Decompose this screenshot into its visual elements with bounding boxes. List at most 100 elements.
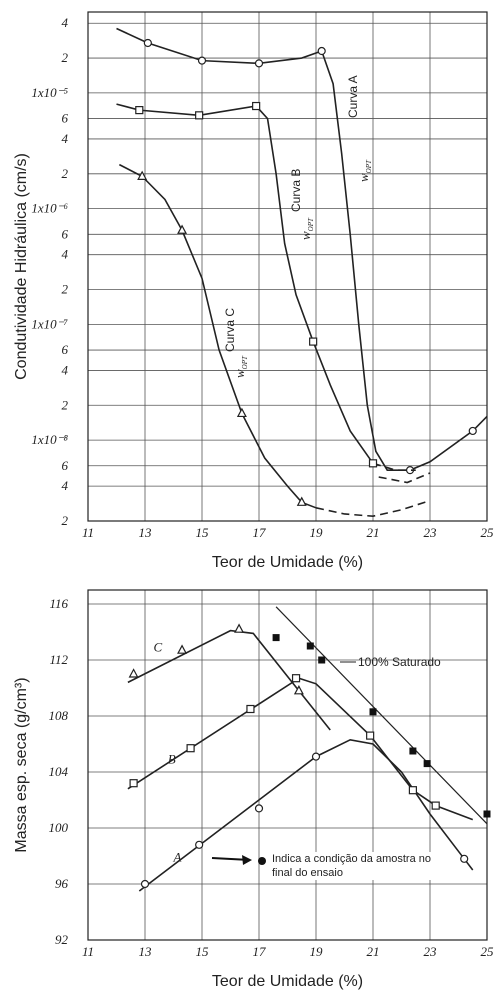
point (177, 224, 188, 234)
x-tick-label: 17 (253, 525, 267, 540)
point (135, 106, 144, 115)
curve-dashed (315, 499, 431, 518)
w-opt-subscript: OPT (365, 159, 373, 173)
curve-label: Curva C (223, 308, 237, 352)
plot-frame (87, 589, 488, 941)
point (254, 59, 264, 68)
final-point (306, 642, 314, 650)
point (366, 731, 375, 740)
y-tick-label: 6 (62, 226, 69, 241)
x-tick-label: 25 (481, 525, 495, 540)
y-tick-label: 4 (62, 247, 69, 262)
point (128, 668, 139, 678)
point (460, 854, 469, 863)
x-tick-label: 11 (82, 525, 94, 540)
point (309, 337, 318, 346)
y-tick-label: 1x10⁻⁵ (31, 85, 68, 100)
y-tick-label: 2 (62, 282, 69, 297)
point (195, 111, 204, 120)
final-point (318, 656, 326, 664)
final-point (483, 810, 491, 818)
legend-marker (258, 857, 266, 865)
legend-box: Indica a condição da amostra no final do… (272, 852, 432, 880)
x-axis-title: Teor de Umidade (%) (212, 554, 363, 571)
point (317, 46, 326, 56)
curve-label: Curva B (289, 169, 303, 212)
curve (118, 163, 317, 509)
final-point (369, 708, 377, 716)
point (186, 744, 195, 753)
x-tick-label: 15 (196, 944, 210, 959)
x-tick-label: 11 (82, 944, 94, 959)
y-tick-label: 2 (62, 166, 69, 181)
w-opt-label: wOPT (232, 355, 249, 378)
y-tick-label: 4 (62, 131, 69, 146)
w-opt-subscript: OPT (307, 217, 315, 231)
y-axis-title: Condutividade Hidráulica (cm/s) (13, 153, 30, 380)
y-tick-label: 2 (62, 50, 69, 65)
point (368, 459, 378, 468)
curve-label: C (154, 640, 163, 655)
w-opt-symbol: w (356, 173, 371, 182)
point (177, 644, 188, 654)
curve-dashed (372, 462, 416, 471)
x-tick-label: 21 (367, 525, 380, 540)
x-tick-label: 15 (196, 525, 210, 540)
w-opt-subscript: OPT (241, 355, 249, 369)
x-tick-label: 13 (139, 944, 153, 959)
x-tick-label: 19 (310, 525, 324, 540)
curve-dashed (378, 472, 431, 484)
legend-arrowhead (242, 855, 252, 865)
point (252, 101, 261, 111)
y-tick-label: 1x10⁻⁸ (31, 432, 68, 447)
legend-text: Indica a condição da amostra no final do… (272, 852, 432, 880)
x-tick-label: 23 (424, 944, 438, 959)
point (254, 804, 264, 813)
final-point (272, 634, 280, 642)
y-tick-label: 100 (49, 820, 69, 835)
point (311, 752, 321, 761)
y-tick-label: 92 (55, 932, 69, 947)
y-tick-label: 104 (49, 764, 69, 779)
point (431, 801, 440, 810)
y-tick-label: 4 (62, 362, 69, 377)
y-tick-label: 2 (62, 513, 69, 528)
point (197, 56, 207, 65)
final-point (423, 760, 431, 768)
x-tick-label: 23 (424, 525, 438, 540)
w-opt-symbol: w (298, 231, 313, 240)
y-tick-label: 116 (49, 596, 68, 611)
point (468, 426, 477, 436)
x-tick-label: 17 (253, 944, 267, 959)
x-axis-title: Teor de Umidade (%) (212, 973, 363, 990)
point (234, 623, 245, 633)
w-opt-label: wOPT (356, 159, 373, 182)
point (137, 170, 148, 180)
curve (127, 629, 331, 731)
y-tick-label: 6 (62, 458, 69, 473)
point (291, 674, 301, 683)
w-opt-symbol: w (232, 369, 247, 378)
y-tick-label: 6 (62, 342, 69, 357)
plot-frame (87, 11, 488, 522)
curve-label: B (168, 752, 176, 767)
y-tick-label: 4 (62, 15, 69, 30)
x-tick-label: 13 (139, 525, 153, 540)
point (143, 38, 152, 48)
y-tick-label: 1x10⁻⁶ (31, 201, 68, 216)
curve (116, 27, 488, 471)
y-tick-label: 2 (62, 397, 69, 412)
point (408, 786, 417, 795)
y-tick-label: 6 (62, 111, 69, 126)
point (293, 685, 304, 695)
x-tick-label: 21 (367, 944, 380, 959)
y-axis-title: Massa esp. seca (g/cm³) (13, 677, 30, 852)
w-opt-label: wOPT (298, 217, 315, 240)
point (246, 704, 255, 714)
curve-label: A (173, 850, 182, 865)
point (129, 779, 138, 788)
x-tick-label: 19 (310, 944, 324, 959)
point (296, 496, 307, 506)
